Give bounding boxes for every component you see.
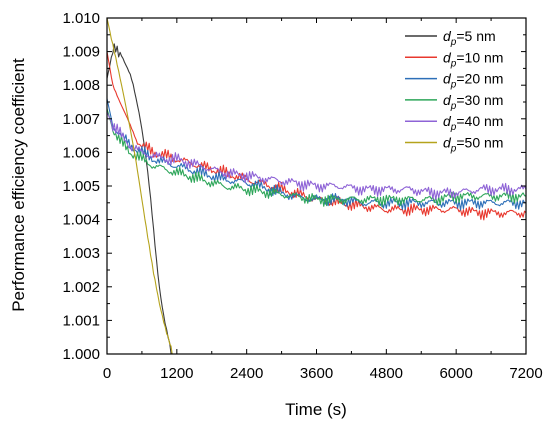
- y-tick-label: 1.005: [62, 178, 100, 195]
- series-line: [106, 108, 527, 208]
- series-line: [106, 111, 527, 201]
- y-tick-label: 1.004: [62, 212, 100, 229]
- legend-label: dp=50 nm: [443, 135, 503, 155]
- legend-label: dp=40 nm: [443, 113, 503, 133]
- y-tick-label: 1.007: [62, 111, 100, 128]
- series-line: [106, 17, 173, 355]
- x-tick-label: 6000: [439, 365, 472, 382]
- x-axis-title: Time (s): [285, 400, 347, 419]
- x-tick-label: 4800: [370, 365, 403, 382]
- y-tick-label: 1.000: [62, 346, 100, 363]
- legend-label: dp=20 nm: [443, 71, 503, 91]
- y-tick-label: 1.009: [62, 44, 100, 61]
- plot-frame: [106, 17, 527, 355]
- y-tick-label: 1.010: [62, 10, 100, 27]
- y-axis-title: Performance efficiency coefficient: [9, 58, 28, 312]
- x-tick-label: 3600: [300, 365, 333, 382]
- y-tick-label: 1.003: [62, 245, 100, 262]
- x-tick-label: 0: [103, 365, 111, 382]
- series-layer: [106, 17, 527, 355]
- legend-label: dp=10 nm: [443, 49, 503, 69]
- x-tick-label: 1200: [160, 365, 193, 382]
- ticks-layer: 0 1200 2400 3600 4800 6000 7200 1.000 1.001 1.002…: [62, 10, 542, 382]
- y-tick-label: 1.001: [62, 312, 100, 329]
- y-tick-label: 1.006: [62, 144, 100, 161]
- legend-label: dp=30 nm: [443, 92, 503, 112]
- y-tick-label: 1.002: [62, 279, 100, 296]
- legend-label: dp=5 nm: [443, 28, 496, 48]
- y-tick-label: 1.008: [62, 77, 100, 94]
- x-tick-label: 7200: [509, 365, 542, 382]
- series-line: [106, 43, 173, 355]
- x-tick-label: 2400: [230, 365, 263, 382]
